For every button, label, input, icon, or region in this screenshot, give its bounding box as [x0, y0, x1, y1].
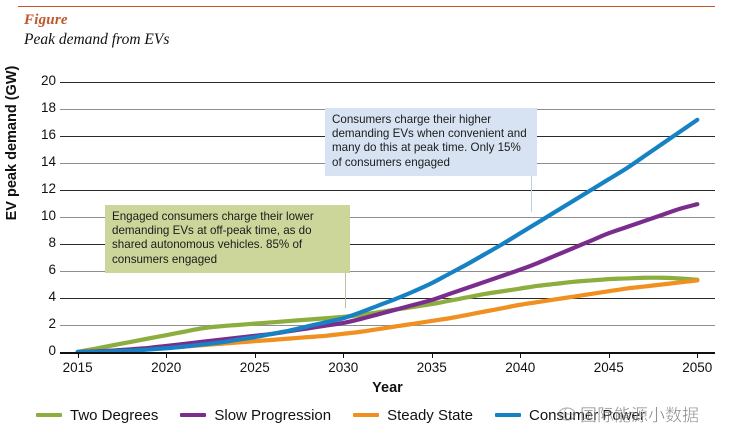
x-axis-title: Year	[372, 380, 403, 396]
x-tick-mark	[343, 352, 345, 358]
series-line	[75, 202, 700, 355]
y-tick-label: 0	[48, 343, 56, 358]
figure-title: Peak demand from EVs	[24, 31, 170, 48]
x-tick-mark	[166, 352, 168, 358]
x-tick-label: 2045	[593, 360, 624, 375]
gridline	[60, 325, 715, 326]
x-tick-label: 2035	[416, 360, 447, 375]
x-tick-label: 2030	[328, 360, 359, 375]
series-lines	[75, 117, 700, 355]
y-tick-label: 10	[40, 208, 56, 223]
gridline	[60, 298, 715, 299]
series-line	[75, 275, 700, 355]
chart-legend: Two Degrees Slow Progression Steady State C…	[0, 402, 733, 428]
series-line	[75, 117, 700, 355]
legend-item[interactable]: Slow Progression	[180, 407, 331, 424]
x-axis-ticks: 2015 2020 2025 2030 2035 2040 2045 2050	[60, 352, 715, 386]
legend-label: Steady State	[387, 406, 473, 424]
plot-area	[60, 82, 715, 355]
legend-label: Consumer Power	[529, 406, 645, 424]
y-tick-label: 8	[48, 235, 56, 250]
legend-label: Two Degrees	[70, 406, 159, 424]
series-line	[75, 278, 700, 355]
x-tick-label: 2040	[505, 360, 536, 375]
legend-item[interactable]: Consumer Power	[495, 407, 645, 424]
legend-swatch-icon	[36, 413, 62, 417]
green-annotation-box: Engaged consumers charge their lower dem…	[105, 205, 350, 273]
y-axis-labels: 0 2 4 6 8 10 12 14 16 18 20	[0, 73, 56, 358]
x-tick-mark	[254, 352, 256, 358]
x-tick-label: 2020	[151, 360, 182, 375]
y-axis-title: EV peak demand (GW)	[4, 65, 20, 221]
gridline	[60, 82, 715, 83]
gridline	[60, 244, 715, 245]
y-tick-label: 2	[48, 316, 56, 331]
x-tick-label: 2050	[682, 360, 713, 375]
x-axis-line	[60, 352, 715, 354]
y-tick-label: 20	[40, 73, 56, 88]
x-tick-mark	[520, 352, 522, 358]
y-tick-label: 12	[40, 181, 56, 196]
y-tick-label: 6	[48, 262, 56, 277]
green-note-leader	[345, 268, 346, 308]
blue-note-leader	[531, 170, 532, 212]
y-tick-label: 14	[40, 154, 56, 169]
legend-item[interactable]: Two Degrees	[36, 407, 158, 424]
legend-swatch-icon	[353, 413, 380, 417]
gridline	[60, 271, 715, 272]
y-tick-label: 16	[40, 127, 56, 142]
x-tick-mark	[77, 352, 79, 358]
x-tick-mark	[697, 352, 699, 358]
figure-label: Figure	[24, 12, 68, 28]
y-tick-label: 4	[48, 289, 56, 304]
legend-item[interactable]: Steady State	[353, 407, 473, 424]
blue-annotation-box: Consumers charge their higher demanding …	[325, 108, 537, 176]
x-tick-mark	[431, 352, 433, 358]
y-tick-label: 18	[40, 100, 56, 115]
x-tick-label: 2015	[62, 360, 93, 375]
gridline	[60, 217, 715, 218]
legend-swatch-icon	[180, 413, 207, 417]
gridline	[60, 190, 715, 191]
x-tick-label: 2025	[239, 360, 270, 375]
legend-label: Slow Progression	[214, 406, 332, 424]
x-tick-mark	[608, 352, 610, 358]
header-rule	[18, 6, 715, 7]
legend-swatch-icon	[495, 413, 521, 417]
